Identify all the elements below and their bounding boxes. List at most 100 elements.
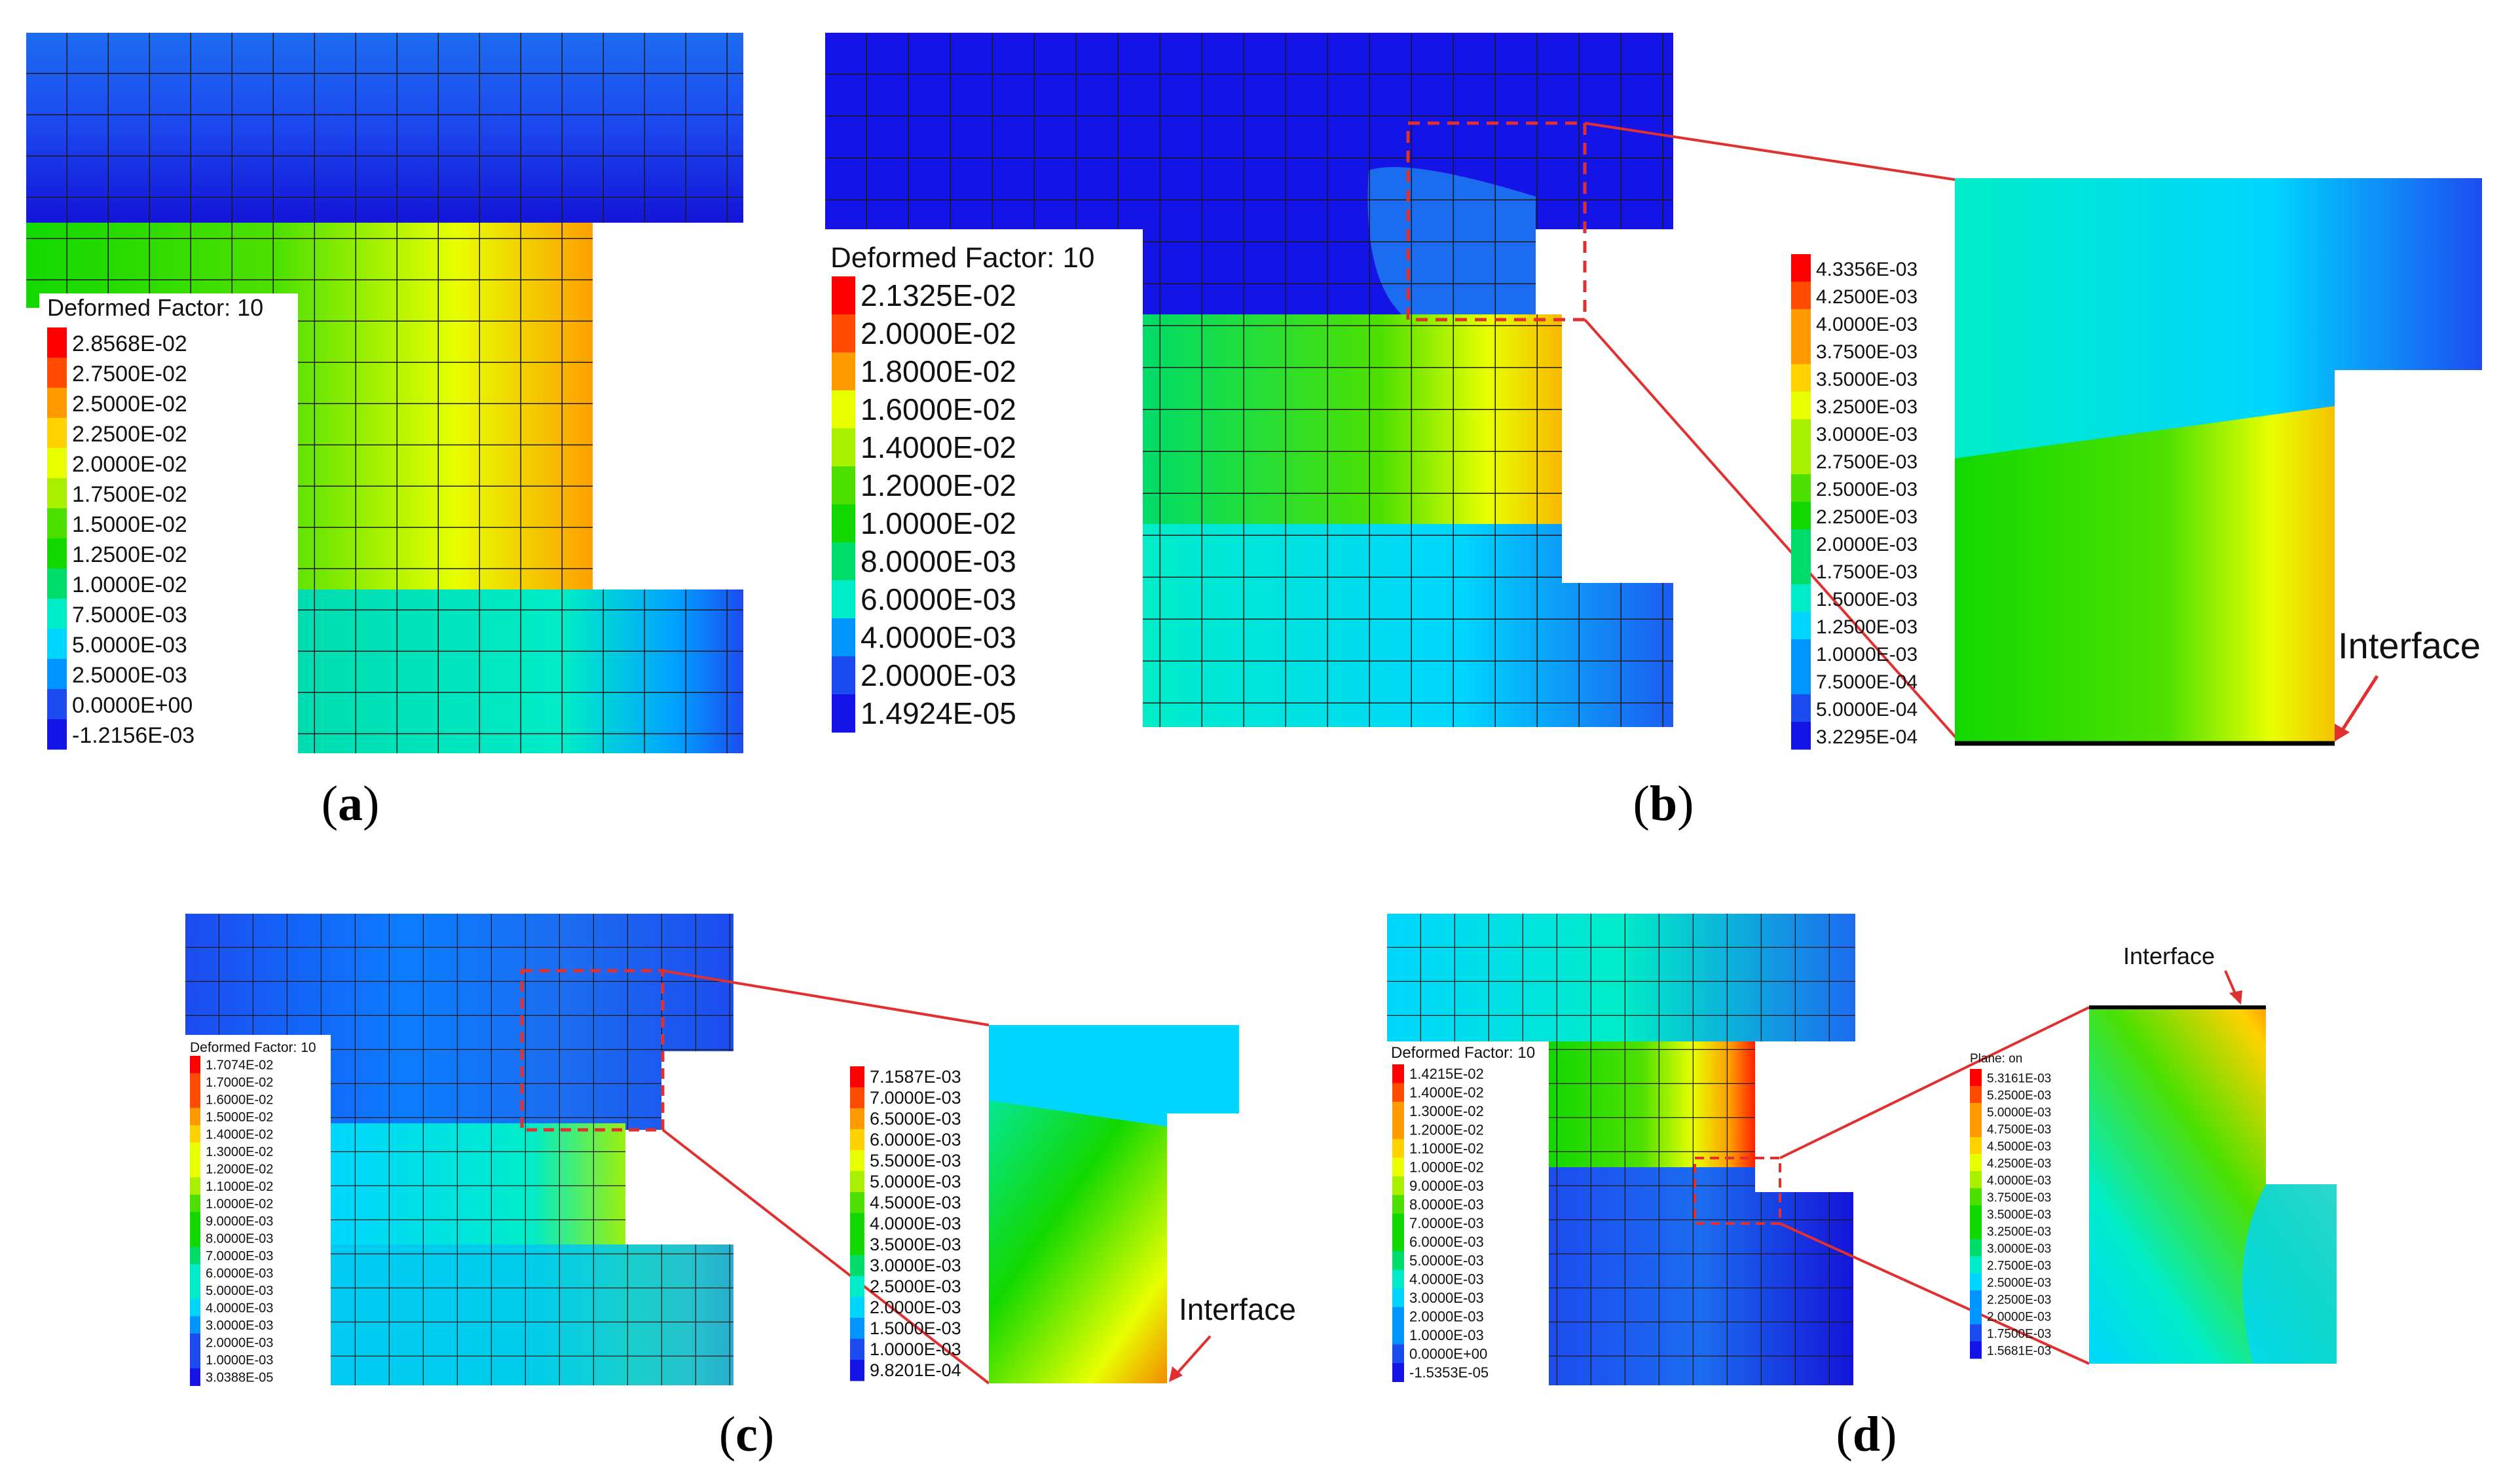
panel-b-zoom-legend-value: 1.5000E-03 bbox=[1816, 589, 1918, 610]
panel-c-legend-value: 1.6000E-02 bbox=[206, 1093, 273, 1108]
panel-c-legend-swatch bbox=[190, 1125, 200, 1143]
panel-a-legend-value: 2.5000E-03 bbox=[72, 663, 187, 688]
panel-d: Deformed Factor: 10 1.4215E-02 1.4000E-02… bbox=[1387, 914, 2337, 1462]
panel-a-legend-swatch bbox=[47, 327, 67, 358]
panel-c-zoom-legend-value: 5.5000E-03 bbox=[870, 1151, 961, 1170]
panel-a-legend-value: 1.5000E-02 bbox=[72, 512, 187, 537]
panel-d-legend-value: 5.0000E-03 bbox=[1409, 1252, 1484, 1269]
panel-a-legend-swatch bbox=[47, 508, 67, 539]
panel-c-legend-swatch bbox=[190, 1316, 200, 1334]
panel-a-legend-swatch bbox=[47, 629, 67, 660]
panel-c-legend-swatch bbox=[190, 1073, 200, 1091]
panel-d-legend-swatch bbox=[1392, 1363, 1404, 1382]
panel-a-legend-swatch bbox=[47, 659, 67, 690]
panel-d-legend-value: 0.0000E+00 bbox=[1409, 1346, 1487, 1362]
panel-d-legend-value: 1.4215E-02 bbox=[1409, 1066, 1484, 1082]
panel-d-legend-swatch bbox=[1392, 1102, 1404, 1121]
panel-d-zoom-legend-swatch bbox=[1970, 1341, 1982, 1359]
panel-b-legend-value: 2.0000E-02 bbox=[861, 316, 1016, 350]
panel-c-legend-swatch bbox=[190, 1160, 200, 1178]
panel-b-zoom-legend-value: 1.0000E-03 bbox=[1816, 644, 1918, 665]
panel-d-zoom-legend-value: 2.2500E-03 bbox=[1987, 1293, 2051, 1307]
panel-d-zoom-legend-value: 4.5000E-03 bbox=[1987, 1140, 2051, 1153]
panel-b-mesh bbox=[825, 33, 1673, 727]
panel-d-legend-value: 7.0000E-03 bbox=[1409, 1215, 1484, 1231]
panel-c-zoom-legend-swatch bbox=[850, 1360, 864, 1381]
panel-b-zoom-legend-value: 4.2500E-03 bbox=[1816, 286, 1918, 308]
panel-d-zoom-legend-swatch bbox=[1970, 1205, 1982, 1223]
panel-a-legend-value: 2.5000E-02 bbox=[72, 392, 187, 417]
panel-d-zoom-legend-swatch bbox=[1970, 1154, 1982, 1172]
panel-c-legend-value: 1.5000E-02 bbox=[206, 1110, 273, 1125]
panel-d-legend-title: Deformed Factor: 10 bbox=[1391, 1044, 1535, 1062]
panel-c-zoom-legend-swatch bbox=[850, 1276, 864, 1298]
panel-d-legend-value: 2.0000E-03 bbox=[1409, 1309, 1484, 1325]
panel-d-callout-line-bottom bbox=[1779, 1222, 2090, 1365]
panel-c-zoom-legend-swatch bbox=[850, 1171, 864, 1193]
panel-d-zoom-legend-swatch bbox=[1970, 1188, 1982, 1206]
panel-d-legend-swatch bbox=[1392, 1214, 1404, 1233]
panel-c-legend-value: 4.0000E-03 bbox=[206, 1301, 273, 1316]
panel-a-legend-swatch bbox=[47, 538, 67, 569]
panel-c-legend-title: Deformed Factor: 10 bbox=[190, 1040, 316, 1055]
panel-b-callout-line-top bbox=[1584, 122, 1959, 181]
panel-a-legend-scale: 2.8568E-02 2.7500E-02 2.5000E-02 2.2500E-02… bbox=[47, 327, 195, 750]
panel-a-legend-title: Deformed Factor: 10 bbox=[47, 294, 263, 321]
panel-d-zoom-legend-swatch bbox=[1970, 1273, 1982, 1291]
panel-b-zoom-legend-value: 5.0000E-04 bbox=[1816, 699, 1918, 720]
panel-a-legend-value: 2.7500E-02 bbox=[72, 362, 187, 386]
panel-d-zoom-legend-value: 5.3161E-03 bbox=[1987, 1072, 2051, 1085]
panel-d-legend-swatch bbox=[1392, 1232, 1404, 1252]
panel-d-legend-value: -1.5353E-05 bbox=[1409, 1364, 1489, 1381]
panel-c-legend-swatch bbox=[190, 1368, 200, 1386]
panel-b-zoom-legend-swatch bbox=[1791, 502, 1811, 530]
panel-c-zoom: 7.1587E-037.0000E-036.5000E-036.0000E-03… bbox=[850, 1025, 1296, 1383]
panel-b-legend-value: 2.1325E-02 bbox=[861, 278, 1016, 312]
panel-b-legend-swatch bbox=[832, 276, 855, 315]
panel-d-legend-value: 8.0000E-03 bbox=[1409, 1197, 1484, 1213]
panel-b-legend-scale: 2.1325E-02 2.0000E-02 1.8000E-02 1.6000E-02… bbox=[832, 276, 1016, 733]
panel-d-zoom-legend-value: 2.7500E-03 bbox=[1987, 1259, 2051, 1273]
panel-c-legend-value: 1.0000E-02 bbox=[206, 1197, 273, 1212]
panel-b-legend-value: 1.4924E-05 bbox=[861, 696, 1016, 730]
panel-c-interface-label: Interface bbox=[1179, 1292, 1296, 1326]
panel-d-zoom-legend-value: 4.2500E-03 bbox=[1987, 1157, 2051, 1170]
panel-a-legend-swatch bbox=[47, 689, 67, 720]
panel-d-legend-swatch bbox=[1392, 1064, 1404, 1083]
panel-c-zoom-legend-swatch bbox=[850, 1087, 864, 1109]
panel-a-caption: (a) bbox=[322, 776, 380, 831]
panel-c-legend-value: 1.4000E-02 bbox=[206, 1128, 273, 1142]
panel-d-interface-label: Interface bbox=[2123, 943, 2215, 969]
panel-d-zoom-legend-swatch bbox=[1970, 1069, 1982, 1087]
panel-b-zoom-legend-swatch bbox=[1791, 722, 1811, 750]
panel-d-zoom-legend-value: 1.5681E-03 bbox=[1987, 1344, 2051, 1358]
panel-a-legend-value: -1.2156E-03 bbox=[72, 723, 195, 748]
panel-c-legend-swatch bbox=[190, 1091, 200, 1108]
panel-d-caption: (d) bbox=[1836, 1407, 1897, 1462]
panel-c-zoom-legend-value: 7.0000E-03 bbox=[870, 1088, 961, 1108]
panel-b-zoom-legend-swatch bbox=[1791, 612, 1811, 640]
panel-c-zoom-legend-value: 4.0000E-03 bbox=[870, 1214, 961, 1233]
panel-d-legend-value: 6.0000E-03 bbox=[1409, 1234, 1484, 1250]
panel-b-callout-line-bottom bbox=[1584, 318, 1959, 741]
panel-b-zoom-legend-swatch bbox=[1791, 447, 1811, 475]
panel-c-zoom-legend-value: 6.5000E-03 bbox=[870, 1109, 961, 1129]
panel-c-zoom-legend-swatch bbox=[850, 1150, 864, 1172]
panel-d-legend-value: 9.0000E-03 bbox=[1409, 1178, 1484, 1194]
panel-d-zoom-legend-value: 4.7500E-03 bbox=[1987, 1123, 2051, 1136]
panel-d-legend-value: 1.3000E-02 bbox=[1409, 1103, 1484, 1119]
panel-c-legend-swatch bbox=[190, 1299, 200, 1317]
panel-a-legend-value: 7.5000E-03 bbox=[72, 603, 187, 627]
panel-d-zoom-legend-value: 2.5000E-03 bbox=[1987, 1276, 2051, 1290]
panel-c-caption: (c) bbox=[719, 1407, 774, 1462]
panel-d-legend-scale: 1.4215E-02 1.4000E-02 1.3000E-02 1.2000E-02… bbox=[1392, 1064, 1489, 1382]
panel-d-legend-swatch bbox=[1392, 1195, 1404, 1214]
panel-d-zoom-legend-title: Plane: on bbox=[1970, 1052, 2022, 1066]
panel-d-legend-swatch bbox=[1392, 1288, 1404, 1307]
panel-d-zoom-legend-value: 3.0000E-03 bbox=[1987, 1242, 2051, 1256]
panel-b-legend-value: 4.0000E-03 bbox=[861, 620, 1016, 654]
panel-b-legend-swatch bbox=[832, 314, 855, 353]
panel-d-legend-value: 1.4000E-02 bbox=[1409, 1085, 1484, 1101]
panel-d-legend-swatch bbox=[1392, 1139, 1404, 1158]
